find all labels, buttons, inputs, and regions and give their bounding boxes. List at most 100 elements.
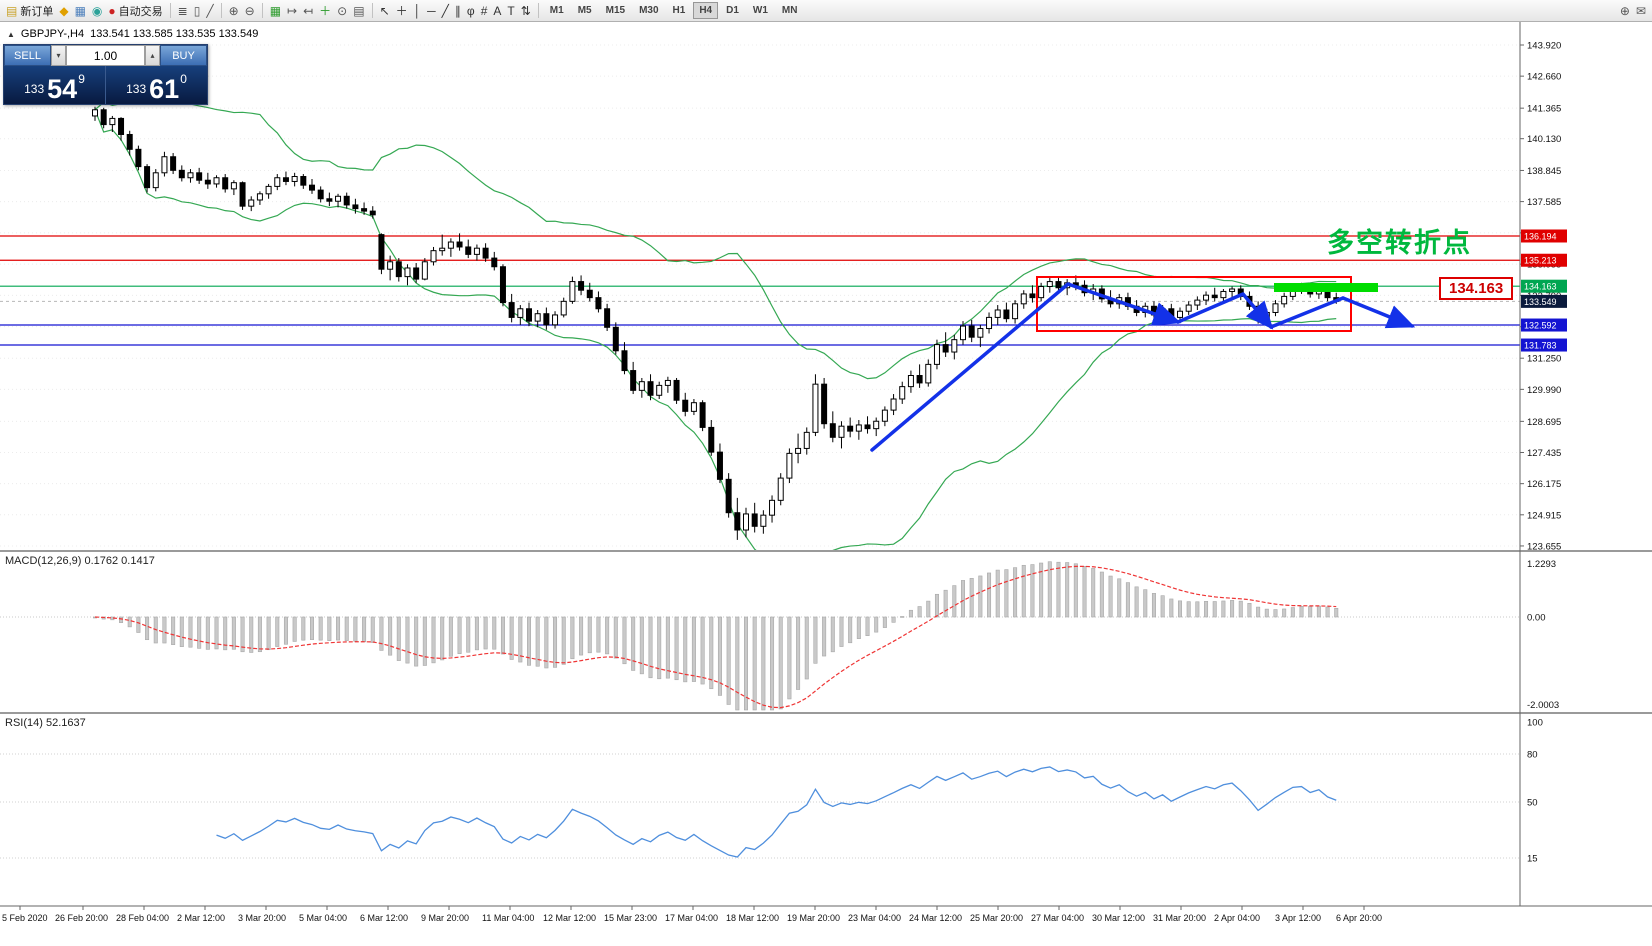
- svg-text:142.660: 142.660: [1527, 72, 1561, 83]
- svg-text:28 Feb 04:00: 28 Feb 04:00: [116, 913, 169, 923]
- price-flag-label: 134.163: [1439, 277, 1514, 300]
- chart-shift-icon: ↤: [303, 3, 314, 18]
- svg-text:133.549: 133.549: [1524, 297, 1557, 307]
- line-chart-button[interactable]: ╱: [203, 2, 216, 20]
- crosshair-button[interactable]: ＋: [393, 2, 411, 20]
- sell-button[interactable]: SELL: [4, 45, 51, 66]
- tile-windows-icon: ▦: [269, 3, 282, 18]
- svg-text:131.783: 131.783: [1524, 341, 1557, 351]
- search-button[interactable]: ⊕: [1617, 2, 1633, 20]
- collapse-icon[interactable]: ▲: [7, 29, 15, 39]
- svg-text:138.845: 138.845: [1527, 166, 1561, 177]
- svg-text:5 Mar 04:00: 5 Mar 04:00: [299, 913, 347, 923]
- timeframe-d1-button[interactable]: D1: [726, 5, 739, 16]
- buy-price-small: 133: [126, 82, 147, 96]
- horizontal-line-icon: ─: [427, 3, 436, 18]
- search-icon: ⊕: [1619, 3, 1630, 18]
- cursor-button[interactable]: ↖: [377, 2, 393, 20]
- templates-icon: ▤: [353, 3, 365, 18]
- consolidation-rectangle[interactable]: [1036, 276, 1352, 332]
- svg-text:140.130: 140.130: [1527, 134, 1561, 145]
- new-order-icon: ▤: [6, 3, 18, 18]
- svg-text:5 Feb 2020: 5 Feb 2020: [2, 913, 48, 923]
- alerts-icon: ◆: [59, 3, 69, 18]
- svg-text:9 Mar 20:00: 9 Mar 20:00: [421, 913, 469, 923]
- toolbar-separator: [261, 3, 263, 18]
- volume-input[interactable]: 1.00: [66, 45, 145, 66]
- support-zone-bar[interactable]: [1274, 283, 1378, 292]
- new-order-button[interactable]: ▤ 新订单: [3, 2, 56, 20]
- sell-price-big: 54: [47, 74, 78, 104]
- timeframe-h4-button[interactable]: H4: [693, 2, 719, 19]
- toolbar-separator: [537, 3, 539, 18]
- timeframe-m5-button[interactable]: M5: [577, 5, 592, 16]
- timeframe-h1-button[interactable]: H1: [672, 5, 686, 16]
- arrows-button[interactable]: ⇅: [518, 2, 534, 20]
- time-axis[interactable]: 5 Feb 2020 26 Feb 20:00 28 Feb 04:00 2 Mar …: [2, 906, 1382, 923]
- chart-symbol: GBPJPY-,H4: [20, 28, 85, 40]
- price-chart: 143.920 142.660 141.365 140.130 138.845 137.5…: [0, 22, 1652, 946]
- rsi-indicator-label: RSI(14) 52.1637: [5, 717, 86, 729]
- templates-button[interactable]: ▤: [350, 2, 367, 20]
- timeframe-m1-button[interactable]: M1: [549, 5, 564, 16]
- svg-text:18 Mar 12:00: 18 Mar 12:00: [726, 913, 779, 923]
- price-tags: 136.194 135.213 134.163 133.549 132.592 131.7…: [1521, 229, 1567, 352]
- rsi-panel: [0, 753, 1520, 859]
- chat-button[interactable]: ✉: [1633, 2, 1649, 20]
- buy-price[interactable]: 133 61 0: [106, 66, 207, 104]
- svg-text:132.592: 132.592: [1524, 321, 1557, 331]
- autotrading-button[interactable]: ● 自动交易: [105, 2, 165, 20]
- volume-decrease-button[interactable]: ▾: [51, 45, 66, 66]
- label-button[interactable]: T: [504, 2, 517, 20]
- navigator-button[interactable]: ◉: [89, 2, 105, 20]
- toolbar-separator: [371, 3, 373, 18]
- grid-button[interactable]: #: [478, 2, 491, 20]
- panel-separators: [0, 22, 1652, 907]
- timeframe-m30-button[interactable]: M30: [639, 5, 659, 16]
- text-icon: A: [493, 3, 502, 18]
- fibonacci-icon: φ: [466, 3, 475, 18]
- market-watch-button[interactable]: ▦: [72, 2, 89, 20]
- svg-text:6 Mar 12:00: 6 Mar 12:00: [360, 913, 408, 923]
- svg-text:26 Feb 20:00: 26 Feb 20:00: [55, 913, 108, 923]
- volume-increase-button[interactable]: ▴: [145, 45, 160, 66]
- timeframe-m15-button[interactable]: M15: [605, 5, 626, 16]
- one-click-controls: SELL ▾ 1.00 ▴ BUY: [4, 45, 207, 66]
- alerts-button[interactable]: ◆: [56, 2, 71, 20]
- svg-text:24 Mar 12:00: 24 Mar 12:00: [909, 913, 962, 923]
- candlestick-chart-button[interactable]: ▯: [191, 2, 204, 20]
- zoom-out-icon: ⊖: [244, 3, 255, 18]
- channel-button[interactable]: ∥: [452, 2, 464, 20]
- line-chart-icon: ╱: [206, 3, 214, 18]
- svg-text:1.2293: 1.2293: [1527, 559, 1556, 570]
- svg-text:6 Apr 20:00: 6 Apr 20:00: [1336, 913, 1382, 923]
- toolbar-right-icons: ⊕ ✉: [1617, 2, 1649, 20]
- tile-windows-button[interactable]: ▦: [267, 2, 284, 20]
- grid-icon: #: [480, 3, 488, 18]
- indicators-button[interactable]: ＋: [316, 2, 334, 20]
- buy-button[interactable]: BUY: [160, 45, 207, 66]
- candlestick-chart-icon: ▯: [193, 3, 201, 18]
- vertical-line-button[interactable]: │: [411, 2, 425, 20]
- svg-text:0.00: 0.00: [1527, 613, 1546, 624]
- zoom-out-button[interactable]: ⊖: [242, 2, 258, 20]
- auto-scroll-button[interactable]: ↦: [284, 2, 300, 20]
- turning-point-annotation: 多空转折点: [1327, 228, 1472, 258]
- cursor-icon: ↖: [379, 3, 390, 18]
- chart-ohlc-header: ▲ GBPJPY-,H4 133.541 133.585 133.535 133…: [7, 28, 258, 40]
- sell-price[interactable]: 133 54 9: [4, 66, 105, 104]
- fibonacci-button[interactable]: φ: [464, 2, 478, 20]
- buy-price-big: 61: [149, 74, 180, 104]
- periods-button[interactable]: ⊙: [334, 2, 350, 20]
- channel-icon: ∥: [454, 3, 461, 18]
- timeframe-w1-button[interactable]: W1: [752, 5, 768, 16]
- svg-text:126.175: 126.175: [1527, 479, 1561, 490]
- zoom-in-button[interactable]: ⊕: [226, 2, 242, 20]
- timeframe-mn-button[interactable]: MN: [781, 5, 798, 16]
- text-button[interactable]: A: [490, 2, 504, 20]
- trend-arrows[interactable]: [870, 282, 1416, 452]
- trendline-button[interactable]: ╱: [439, 2, 452, 20]
- chart-shift-button[interactable]: ↤: [300, 2, 316, 20]
- horizontal-line-button[interactable]: ─: [424, 2, 439, 20]
- bar-chart-button[interactable]: ≣: [175, 2, 191, 20]
